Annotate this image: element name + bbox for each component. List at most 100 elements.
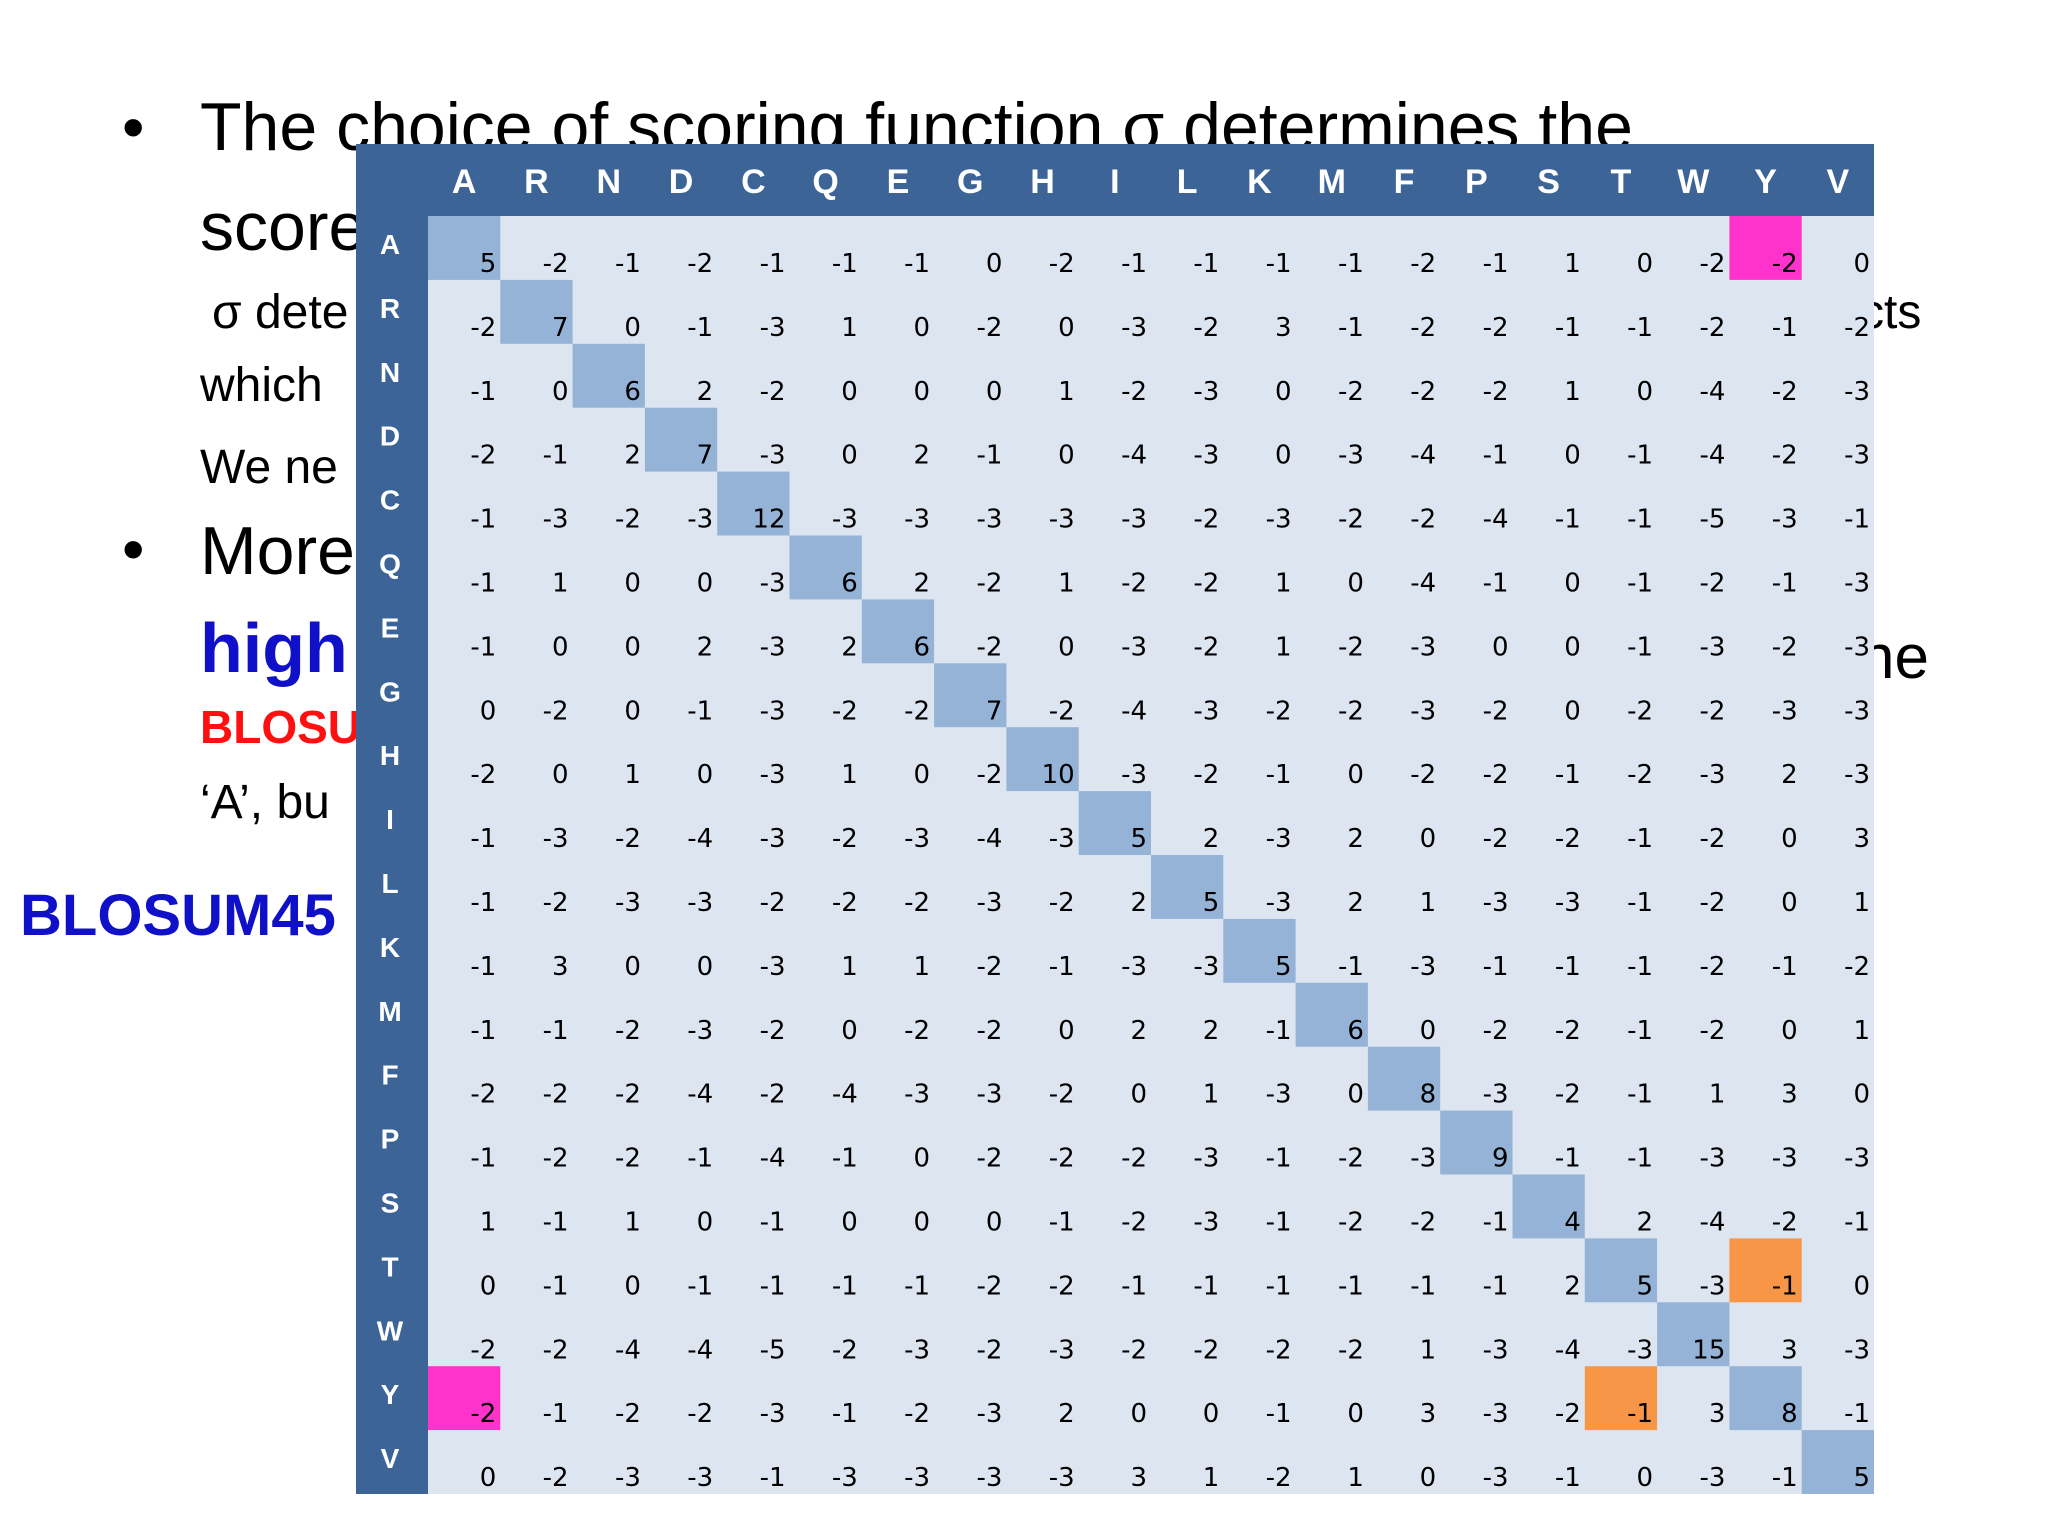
- matrix-value: 0: [1492, 632, 1509, 662]
- matrix-value: -1: [687, 313, 713, 343]
- slide-subline-4: ‘A’, bu: [200, 776, 330, 829]
- matrix-value: -3: [1266, 824, 1292, 854]
- matrix-value: 0: [1347, 568, 1364, 598]
- matrix-value: -2: [1338, 377, 1364, 407]
- matrix-value: -2: [1483, 313, 1509, 343]
- matrix-value: -4: [1699, 441, 1725, 471]
- matrix-value: -1: [1338, 1271, 1364, 1301]
- matrix-value: 0: [1420, 1463, 1437, 1493]
- matrix-value: 0: [1058, 632, 1075, 662]
- matrix-value: 0: [1347, 1080, 1364, 1110]
- matrix-value: 0: [841, 441, 858, 471]
- matrix-value: 2: [1347, 824, 1364, 854]
- matrix-value: 2: [1130, 1016, 1147, 1046]
- matrix-value: -3: [1410, 632, 1436, 662]
- matrix-value: -1: [1410, 1271, 1436, 1301]
- matrix-value: 0: [624, 568, 641, 598]
- matrix-value: -1: [1627, 824, 1653, 854]
- row-header: I: [386, 804, 394, 835]
- matrix-value: -1: [1483, 1271, 1509, 1301]
- column-header: W: [1677, 163, 1710, 201]
- matrix-value: -2: [1627, 760, 1653, 790]
- matrix-value: -1: [760, 249, 786, 279]
- matrix-value: -3: [1627, 1335, 1653, 1365]
- matrix-value: 0: [1058, 441, 1075, 471]
- matrix-value: -2: [1699, 696, 1725, 726]
- row-header: Y: [381, 1379, 400, 1410]
- matrix-value: 0: [697, 1207, 714, 1237]
- matrix-value: -3: [904, 1463, 930, 1493]
- matrix-value: -2: [976, 313, 1002, 343]
- matrix-value: -2: [1193, 568, 1219, 598]
- matrix-value: -2: [832, 1335, 858, 1365]
- matrix-value: -2: [1555, 1399, 1581, 1429]
- matrix-value: -3: [1121, 313, 1147, 343]
- matrix-value: -1: [1483, 1207, 1509, 1237]
- matrix-value: -3: [1483, 1080, 1509, 1110]
- diagonal-cell: [1512, 1174, 1585, 1239]
- matrix-value: 0: [552, 632, 569, 662]
- matrix-value: 0: [1637, 1463, 1654, 1493]
- matrix-value: -1: [1627, 505, 1653, 535]
- bullet-2: •: [122, 513, 145, 585]
- matrix-value: -2: [1483, 824, 1509, 854]
- diagonal-cell: [1729, 1366, 1802, 1431]
- matrix-value: 1: [1275, 568, 1292, 598]
- matrix-value: 5: [1130, 824, 1147, 854]
- matrix-value: -2: [1483, 696, 1509, 726]
- matrix-value: 0: [1781, 888, 1798, 918]
- matrix-value: -1: [1483, 952, 1509, 982]
- matrix-value: -2: [615, 1080, 641, 1110]
- matrix-value: -2: [1699, 313, 1725, 343]
- matrix-value: 0: [624, 1271, 641, 1301]
- matrix-value: -2: [1049, 696, 1075, 726]
- matrix-value: 1: [1420, 888, 1437, 918]
- matrix-value: -2: [976, 1335, 1002, 1365]
- matrix-value: -3: [1410, 696, 1436, 726]
- matrix-value: -3: [760, 824, 786, 854]
- matrix-value: 9: [1492, 1144, 1509, 1174]
- matrix-value: -3: [543, 505, 569, 535]
- matrix-value: -3: [904, 505, 930, 535]
- row-header: T: [381, 1251, 398, 1282]
- matrix-value: -3: [615, 1463, 641, 1493]
- matrix-value: -2: [904, 696, 930, 726]
- matrix-value: -3: [760, 760, 786, 790]
- matrix-value: 10: [1042, 760, 1075, 790]
- row-header: K: [380, 932, 400, 963]
- matrix-value: -2: [470, 1399, 496, 1429]
- matrix-value: -2: [976, 1271, 1002, 1301]
- column-header: V: [1827, 163, 1850, 201]
- matrix-value: -4: [1410, 441, 1436, 471]
- matrix-value: -3: [976, 1399, 1002, 1429]
- matrix-value: -2: [1699, 888, 1725, 918]
- slide-subline-2: which: [200, 359, 323, 412]
- matrix-value: -2: [1483, 1016, 1509, 1046]
- matrix-value: 7: [697, 441, 714, 471]
- matrix-value: -2: [760, 377, 786, 407]
- matrix-value: -3: [760, 1399, 786, 1429]
- matrix-value: 0: [1564, 632, 1581, 662]
- matrix-value: -3: [1844, 377, 1870, 407]
- matrix-value: -4: [760, 1144, 786, 1174]
- matrix-value: -3: [832, 1463, 858, 1493]
- matrix-value: -3: [1049, 1335, 1075, 1365]
- matrix-value: -2: [1121, 1335, 1147, 1365]
- matrix-value: -2: [760, 1016, 786, 1046]
- matrix-value: -3: [760, 632, 786, 662]
- matrix-value: 0: [624, 313, 641, 343]
- matrix-value: 2: [1130, 888, 1147, 918]
- matrix-value: 3: [1420, 1399, 1437, 1429]
- matrix-value: 2: [1347, 888, 1364, 918]
- matrix-value: 1: [1203, 1080, 1220, 1110]
- matrix-value: -2: [1338, 696, 1364, 726]
- diagonal-cell: [789, 535, 862, 600]
- matrix-value: 0: [986, 1207, 1003, 1237]
- matrix-value: -2: [904, 1016, 930, 1046]
- matrix-value: -2: [470, 313, 496, 343]
- column-header: N: [596, 163, 621, 201]
- matrix-value: -1: [1266, 249, 1292, 279]
- matrix-value: -2: [1266, 1335, 1292, 1365]
- matrix-value: 2: [1781, 760, 1798, 790]
- matrix-value: -2: [543, 1463, 569, 1493]
